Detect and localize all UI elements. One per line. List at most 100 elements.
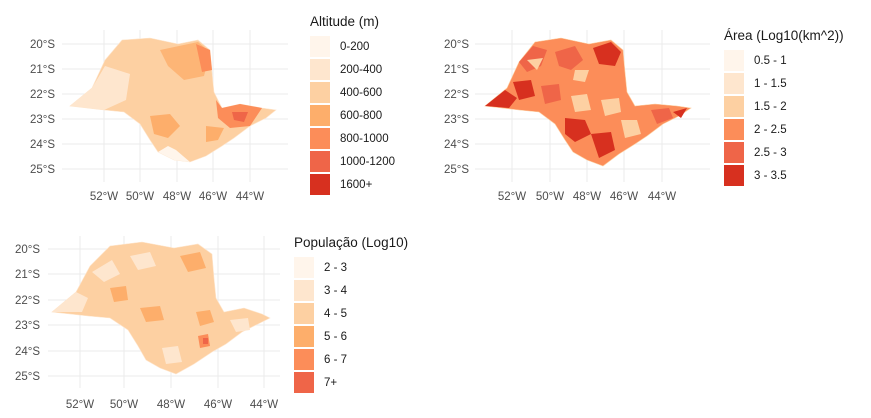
x-tick-label: 44°W [236, 191, 264, 203]
legend-swatch [724, 50, 744, 71]
legend-swatch [310, 151, 330, 172]
altitude-legend: Altitude (m) 0-200 200-400 400-600 600-8… [310, 14, 395, 196]
legend-entry: 400-600 [310, 81, 395, 104]
x-tick-label: 46°W [199, 191, 227, 203]
y-tick-label: 20°S [30, 39, 55, 51]
legend-entry: 1 - 1.5 [724, 72, 844, 95]
area-map-y-ticks: 20°S 21°S 22°S 23°S 24°S 25°S [444, 39, 469, 176]
y-tick-label: 25°S [15, 371, 40, 383]
legend-entry: 3 - 3.5 [724, 164, 844, 187]
legend-title: Área (Log10(km^2)) [724, 28, 844, 43]
legend-entry: 2.5 - 3 [724, 141, 844, 164]
population-map-y-ticks: 20°S 21°S 22°S 23°S 24°S 25°S [15, 244, 40, 383]
altitude-state-shape [69, 37, 277, 163]
legend-label: 2.5 - 3 [754, 146, 787, 159]
x-tick-label: 50°W [110, 399, 138, 411]
legend-entry: 600-800 [310, 104, 395, 127]
y-tick-label: 23°S [30, 114, 55, 126]
legend-swatch [310, 128, 330, 149]
y-tick-label: 22°S [444, 89, 469, 101]
legend-entry: 0.5 - 1 [724, 49, 844, 72]
legend-label: 0-200 [340, 40, 370, 53]
legend-title: População (Log10) [294, 235, 409, 250]
legend-label: 3 - 4 [324, 284, 348, 297]
legend-entry: 3 - 4 [294, 279, 408, 302]
legend-label: 600-800 [340, 109, 383, 122]
y-tick-label: 21°S [444, 64, 469, 76]
legend-entry: 800-1000 [310, 127, 395, 150]
legend-label: 1.5 - 2 [754, 100, 787, 113]
y-tick-label: 24°S [444, 139, 469, 151]
legend-swatch [724, 119, 744, 140]
legend-swatch [724, 73, 744, 94]
x-tick-label: 52°W [90, 191, 118, 203]
x-tick-label: 48°W [573, 191, 601, 203]
population-map-x-ticks: 52°W 50°W 48°W 46°W 44°W [66, 399, 278, 411]
y-tick-label: 23°S [444, 114, 469, 126]
legend-label: 4 - 5 [324, 307, 348, 320]
population-legend: População (Log10) 2 - 3 3 - 4 4 - 5 5 - … [294, 235, 408, 394]
legend-swatch [294, 303, 314, 324]
x-tick-label: 50°W [126, 191, 154, 203]
legend-title: Altitude (m) [310, 14, 380, 29]
legend-swatch [310, 82, 330, 103]
y-tick-label: 22°S [15, 295, 40, 307]
legend-swatch [724, 165, 744, 186]
x-tick-label: 44°W [250, 399, 278, 411]
legend-swatch [310, 174, 330, 195]
x-tick-label: 44°W [648, 191, 676, 203]
legend-label: 800-1000 [340, 132, 389, 145]
x-tick-label: 50°W [536, 191, 564, 203]
x-tick-label: 48°W [163, 191, 191, 203]
legend-label: 1600+ [340, 178, 373, 191]
area-map: 20°S 21°S 22°S 23°S 24°S 25°S 52°W 50°W … [444, 30, 710, 203]
legend-swatch [294, 349, 314, 370]
legend-entry: 0-200 [310, 35, 395, 58]
legend-swatch [310, 105, 330, 126]
x-tick-label: 46°W [204, 399, 232, 411]
legend-swatch [294, 257, 314, 278]
y-tick-label: 21°S [15, 269, 40, 281]
legend-label: 200-400 [340, 63, 383, 76]
altitude-map-y-ticks: 20°S 21°S 22°S 23°S 24°S 25°S [30, 39, 55, 176]
legend-entry: 7+ [294, 371, 408, 394]
area-legend: Área (Log10(km^2)) 0.5 - 1 1 - 1.5 1.5 -… [724, 28, 844, 187]
legend-entry: 2 - 2.5 [724, 118, 844, 141]
area-map-x-ticks: 52°W 50°W 48°W 46°W 44°W [498, 191, 676, 203]
legend-label: 2 - 2.5 [754, 123, 787, 136]
legend-entry: 6 - 7 [294, 348, 408, 371]
legend-swatch [294, 372, 314, 393]
y-tick-label: 20°S [15, 244, 40, 256]
legend-entry: 1000-1200 [310, 150, 395, 173]
legend-swatch [724, 142, 744, 163]
y-tick-label: 25°S [30, 164, 55, 176]
altitude-map-x-ticks: 52°W 50°W 48°W 46°W 44°W [90, 191, 264, 203]
legend-label: 400-600 [340, 86, 383, 99]
legend-entry: 1.5 - 2 [724, 95, 844, 118]
legend-label: 3 - 3.5 [754, 169, 787, 182]
legend-label: 6 - 7 [324, 353, 348, 366]
x-tick-label: 52°W [498, 191, 526, 203]
legend-label: 1 - 1.5 [754, 77, 787, 90]
legend-label: 7+ [324, 376, 338, 389]
population-state-shape [51, 241, 271, 375]
legend-label: 1000-1200 [340, 155, 395, 168]
legend-entry: 4 - 5 [294, 302, 408, 325]
x-tick-label: 52°W [66, 399, 94, 411]
y-tick-label: 24°S [15, 346, 40, 358]
legend-entry: 2 - 3 [294, 256, 408, 279]
legend-entry: 1600+ [310, 173, 395, 196]
legend-swatch [724, 96, 744, 117]
legend-label: 0.5 - 1 [754, 54, 787, 67]
legend-swatch [310, 36, 330, 57]
area-state-shape [484, 37, 692, 167]
y-tick-label: 25°S [444, 164, 469, 176]
legend-entry: 5 - 6 [294, 325, 408, 348]
y-tick-label: 24°S [30, 139, 55, 151]
legend-label: 2 - 3 [324, 261, 348, 274]
x-tick-label: 48°W [157, 399, 185, 411]
legend-entry: 200-400 [310, 58, 395, 81]
y-tick-label: 23°S [15, 320, 40, 332]
x-tick-label: 46°W [610, 191, 638, 203]
legend-swatch [310, 59, 330, 80]
